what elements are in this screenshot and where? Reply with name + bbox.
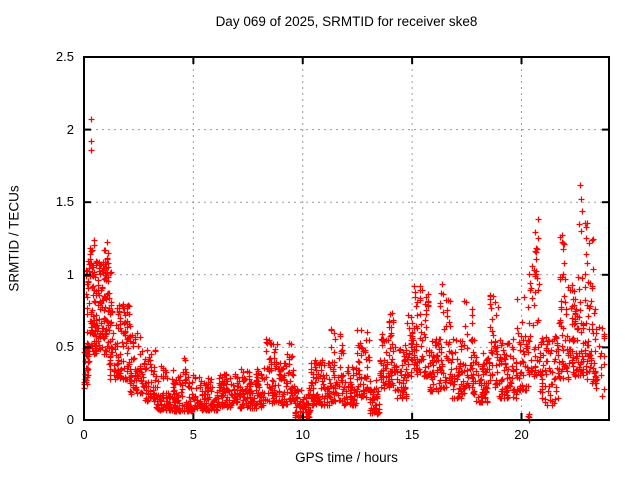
y-tick-label: 0.5	[55, 339, 74, 355]
x-tick-label: 15	[404, 427, 420, 442]
y-tick-label: 2.5	[55, 49, 74, 64]
scatter-points	[81, 116, 608, 424]
y-tick-label: 2	[66, 121, 74, 137]
y-axis-title: SRMTID / TECUs	[6, 185, 22, 292]
plot-border-and-ticks	[83, 56, 610, 421]
x-axis-title: GPS time / hours	[295, 450, 398, 465]
x-tick-label: 20	[514, 427, 529, 442]
grid-lines	[84, 57, 609, 420]
chart-title: Day 069 of 2025, SRMTID for receiver ske…	[215, 14, 478, 29]
x-tick-label: 0	[80, 427, 88, 442]
y-tick-label: 1	[66, 266, 74, 282]
x-tick-label: 10	[295, 427, 310, 442]
y-tick-label: 1.5	[55, 194, 74, 210]
y-tick-label: 0	[66, 412, 74, 427]
x-tick-label: 5	[189, 427, 197, 442]
